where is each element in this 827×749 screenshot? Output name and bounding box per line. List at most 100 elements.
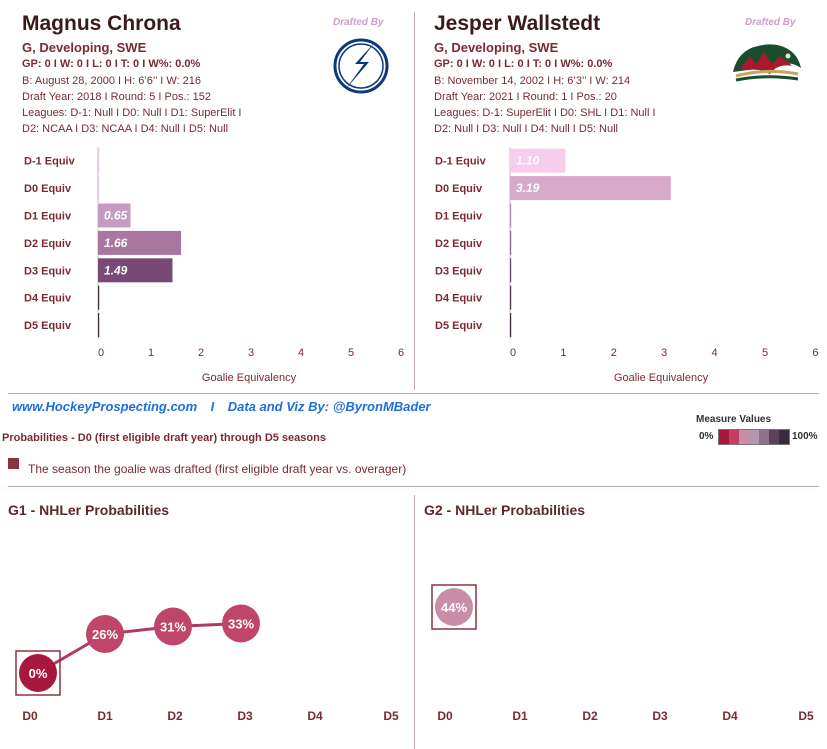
g1-d-label-d1: D1 [97,709,113,723]
player-2-name: Jesper Wallstedt [434,12,601,35]
g2-d-label-d5: D5 [798,709,814,723]
equiv-bar [98,176,100,201]
probability-point-label: 33% [228,617,254,632]
equiv-bar [98,230,181,255]
measure-legend-max: 100% [792,431,818,442]
measure-legend-min: 0% [699,431,714,442]
measure-legend-title: Measure Values [696,414,772,425]
g2-d-label-d2: D2 [582,709,598,723]
measure-legend-swatch-6 [779,430,789,444]
g1-d-label-d0: D0 [22,709,38,723]
probabilities-header: Probabilities - D0 (first eligible draft… [2,432,326,444]
measure-legend-swatch-5 [769,430,779,444]
probability-point [86,615,124,653]
equiv-row-label: D3 Equiv [24,265,72,277]
drafted-legend-swatch [8,458,19,469]
measure-legend-swatch-1 [729,430,739,444]
g2-d-label-d3: D3 [652,709,668,723]
equiv-bar [98,258,173,283]
g2-probabilities-title: G2 - NHLer Probabilities [424,502,586,518]
measure-legend-scale [718,429,790,445]
byline-link[interactable]: Data and Viz By: @ByronMBader [227,399,431,414]
equiv-tick-label: 0 [98,347,104,359]
equiv-bar [510,285,512,310]
equiv-tick-label: 1 [148,347,154,359]
equiv-row-label: D3 Equiv [435,265,483,277]
measure-legend-swatch-0 [719,430,729,444]
g1-d-label-d5: D5 [383,709,399,723]
equiv-row-label: D0 Equiv [24,183,72,195]
equiv-bar-value-label: 3.19 [516,181,540,195]
equiv-tick-label: 1 [560,347,566,359]
section-divider-top [8,393,819,394]
equiv-tick-label: 5 [348,347,354,359]
measure-legend-swatch-2 [739,430,749,444]
equiv-bar [510,176,671,201]
probability-line [37,622,242,675]
probability-point-label: 26% [92,627,118,642]
g2-d-label-d1: D1 [512,709,528,723]
player-1-leagues-line-2: D2: NCAA I D3: NCAA I D4: Null I D5: Nul… [22,123,229,135]
equiv-tick-label: 3 [661,347,667,359]
player-2-drafted-by-label: Drafted By [745,17,796,28]
probability-point [222,604,260,643]
player-1-draft-line: Draft Year: 2018 I Round: 5 I Pos.: 152 [22,91,211,103]
tampa-bay-lightning-logo-icon [331,36,391,96]
drafted-legend-text: The season the goalie was drafted (first… [28,462,407,476]
player-1-stats-line: GP: 0 I W: 0 I L: 0 I T: 0 I W%: 0.0% [22,58,201,70]
equiv-row-label: D2 Equiv [435,238,483,250]
equiv-tick-label: 2 [198,347,204,359]
g2-probability-chart: 44% [414,525,827,749]
probability-point-label: 44% [441,600,467,615]
player-2-stats-line: GP: 0 I W: 0 I L: 0 I T: 0 I W%: 0.0% [434,58,613,70]
g1-d-label-d3: D3 [237,709,253,723]
equiv-tick-label: 4 [298,347,304,359]
equiv-tick-label: 5 [762,347,768,359]
equiv-axis-title: Goalie Equivalency [614,372,709,384]
player-1-leagues-line-1: Leagues: D-1: Null I D0: Null I D1: Supe… [22,107,242,119]
player-1-bio-line: B: August 28, 2000 I H: 6’6’’ I W: 216 [22,75,201,87]
g1-d-label-d2: D2 [167,709,183,723]
equiv-row-label: D0 Equiv [435,183,483,195]
g2-d-label-d0: D0 [437,709,453,723]
player-2-equiv-chart: D-1 Equiv 1.10 D0 Equiv 3.19 D1 Equiv D2 Equi… [414,145,827,390]
probability-point-label: 31% [160,620,186,635]
g2-d-label-d4: D4 [722,709,738,723]
drafted-season-marker [15,650,61,696]
equiv-row-label: D-1 Equiv [24,156,76,168]
equiv-bar-value-label: 0.65 [104,209,128,223]
player-2-equiv-chart-svg: D-1 Equiv 1.10 D0 Equiv 3.19 D1 Equiv D2 Equi… [435,147,818,384]
probability-point [154,607,192,646]
measure-legend-swatch-3 [749,430,759,444]
equiv-bar [98,148,100,173]
probability-point-label: 0% [29,666,48,681]
player-1-equiv-chart-svg: D-1 Equiv D0 Equiv D1 Equiv 0.65 D2 Equiv 1.6… [24,147,404,384]
equiv-row-label: D4 Equiv [435,293,483,305]
equiv-row-label: D1 Equiv [24,211,72,223]
g1-d-label-d4: D4 [307,709,323,723]
header-column-divider [414,12,415,390]
hockeyprospecting-link[interactable]: www.HockeyProspecting.com [12,399,198,414]
equiv-row-label: D4 Equiv [24,293,72,305]
equiv-row-label: D1 Equiv [435,211,483,223]
player-1-drafted-by-label: Drafted By [333,17,384,28]
equiv-tick-label: 2 [611,347,617,359]
equiv-bar [98,203,131,228]
equiv-bar [98,313,100,338]
equiv-tick-label: 3 [248,347,254,359]
credits-bar: www.HockeyProspecting.com I Data and Viz… [12,398,431,416]
player-2-leagues-line-1: Leagues: D-1: SuperElit I D0: SHL I D1: … [434,107,656,119]
probability-point [435,588,473,626]
equiv-row-label: D2 Equiv [24,238,72,250]
equiv-row-label: D5 Equiv [435,320,483,332]
player-2-leagues-line-2: D2: Null I D3: Null I D4: Null I D5: Nul… [434,123,618,135]
player-2-bio-line: B: November 14, 2002 I H: 6’3’’ I W: 214 [434,75,631,87]
g1-probability-chart-svg: 0% 26% 31% 33% [15,604,260,696]
g1-probability-chart: 0% 26% 31% 33% [0,525,414,749]
credits-separator: I [210,399,215,414]
equiv-bar-value-label: 1.10 [516,154,540,168]
equiv-bar-value-label: 1.49 [104,263,128,277]
g2-probability-chart-svg: 44% [431,584,477,630]
equiv-row-label: D5 Equiv [24,320,72,332]
player-2-draft-line: Draft Year: 2021 I Round: 1 I Pos.: 20 [434,91,617,103]
